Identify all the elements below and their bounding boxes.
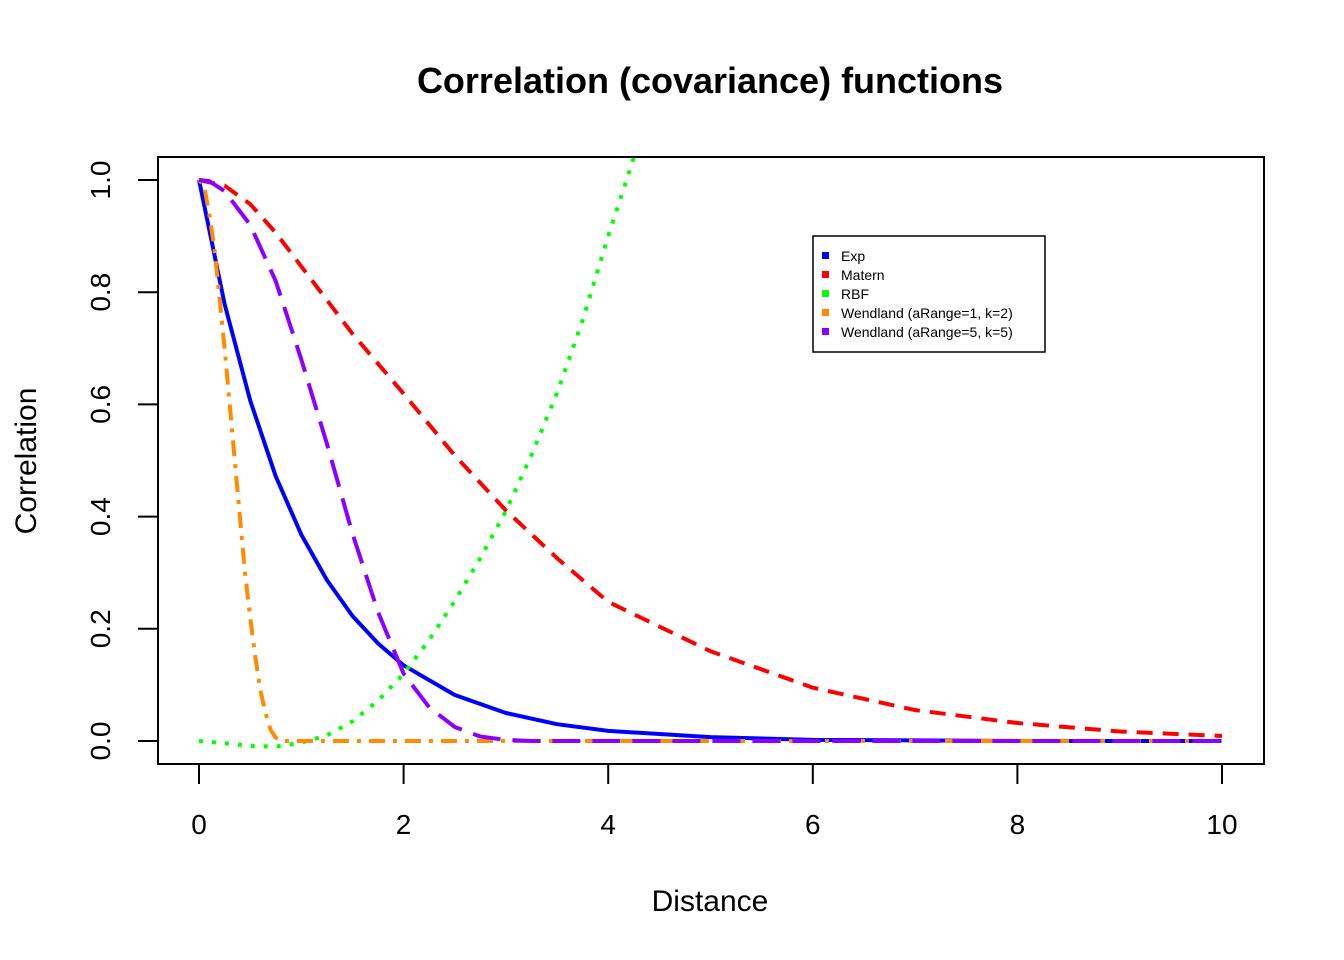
y-tick-label: 0.6 (85, 385, 116, 424)
x-tick-label: 8 (1010, 809, 1026, 840)
legend-swatch (822, 271, 829, 278)
y-tick-label: 0.0 (85, 722, 116, 761)
chart-title: Correlation (covariance) functions (417, 60, 1003, 101)
legend-swatch (822, 252, 829, 259)
y-axis-label: Correlation (10, 388, 43, 535)
y-tick-label: 1.0 (85, 161, 116, 200)
x-axis-label: Distance (652, 885, 769, 918)
x-tick-label: 4 (600, 809, 616, 840)
legend-swatch (822, 328, 829, 335)
legend-label: Wendland (aRange=1, k=2) (841, 305, 1013, 321)
x-tick-label: 0 (191, 809, 207, 840)
y-tick-label: 0.2 (85, 609, 116, 648)
legend-swatch (822, 309, 829, 316)
legend: Exp Matern RBF Wendland (aRange=1, k=2) Wend… (812, 235, 1046, 353)
series-line-1 (197, 179, 1222, 743)
x-tick-label: 6 (805, 809, 821, 840)
x-tick-label: 10 (1206, 809, 1237, 840)
y-tick-label: 0.4 (85, 497, 116, 536)
legend-swatch (822, 290, 829, 297)
series-line-4 (197, 178, 1222, 743)
y-tick-label: 0.8 (85, 273, 116, 312)
x-tick-label: 2 (396, 809, 412, 840)
legend-label: Wendland (aRange=5, k=5) (841, 324, 1013, 340)
legend-label: Matern (841, 267, 885, 283)
series-line-3 (198, 157, 636, 749)
series-layer (197, 157, 1223, 749)
legend-box (812, 235, 1046, 353)
legend-label: Exp (841, 248, 865, 264)
series-line-2 (198, 178, 1223, 738)
series-line-5 (198, 178, 1222, 743)
legend-label: RBF (841, 286, 869, 302)
y-axis: 0.0 0.2 0.4 0.6 0.8 1.0 (85, 161, 159, 761)
plot-area-frame (157, 156, 1265, 765)
x-axis: 0 2 4 6 8 10 (191, 763, 1238, 840)
